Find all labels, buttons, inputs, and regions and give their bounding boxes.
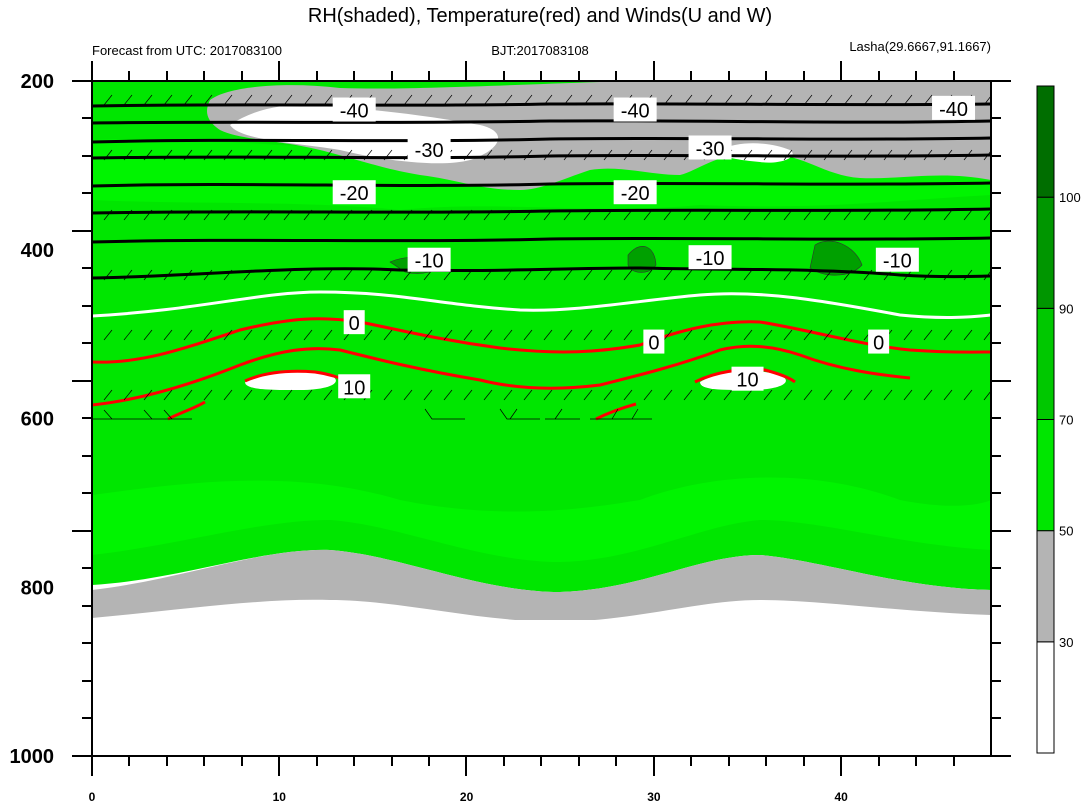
x-tick-labels: 0 10 20 30 40 <box>89 790 849 804</box>
isotherm-label-text: -40 <box>621 101 650 123</box>
isotherm-label: -20 <box>332 180 376 205</box>
axis-ticks <box>72 61 1011 776</box>
isotherm-label: -10 <box>407 247 451 273</box>
isotherm-label-text: 10 <box>736 370 758 392</box>
isotherm-label-text: 0 <box>648 333 659 355</box>
colorbar-label: 50 <box>1059 524 1073 539</box>
colorbar-box <box>1036 641 1055 754</box>
isotherm-label-text: -10 <box>883 251 912 273</box>
colorbar-box <box>1036 85 1055 198</box>
y-tick-label: 200 <box>21 71 54 93</box>
isotherm-label-box <box>731 366 764 391</box>
colorbar-box <box>1036 307 1055 421</box>
isotherm-label: -30 <box>407 137 451 162</box>
isotherm-label-box <box>343 310 365 335</box>
isotherm-label-text: -10 <box>415 251 444 273</box>
isotherm-label: 10 <box>338 374 371 399</box>
isotherm-label-text: 0 <box>873 333 884 355</box>
isotherm-label-box <box>688 245 732 270</box>
colorbar-label: 30 <box>1059 635 1073 650</box>
isotherm-label: 0 <box>868 329 890 355</box>
colorbar-box <box>1036 530 1055 643</box>
rh-dark-green-3 <box>809 240 863 276</box>
isotherm-label-text: -20 <box>621 183 650 205</box>
isotherm-label-text: -30 <box>696 139 725 161</box>
y-tick-label: 600 <box>21 409 54 431</box>
isotherm-label: 0 <box>643 329 665 355</box>
isotherm-labels: -40 -40 -40 -30 -30 -20 -20 -10 -10 -10 0 0 0 10 10 <box>332 95 976 399</box>
x-tick-label: 40 <box>834 790 848 804</box>
isotherm-label-text: -30 <box>415 140 444 162</box>
isotherm-label-box <box>407 137 451 162</box>
y-tick-label: 400 <box>21 240 54 262</box>
isotherm-label: 0 <box>343 310 365 335</box>
isotherm-label-text: 0 <box>349 313 360 335</box>
isotherm-label: -40 <box>932 95 976 121</box>
isotherm-label-box <box>688 135 732 160</box>
isotherm-label-box <box>875 247 919 272</box>
left-string: Forecast from UTC: 2017083100 <box>92 43 282 58</box>
isotherm-label: -30 <box>688 135 732 161</box>
isotherm-label-box <box>613 180 657 205</box>
isotherm-label-box <box>338 374 371 399</box>
isotherm-zero <box>92 290 991 319</box>
colorbar-box <box>1036 419 1055 532</box>
x-tick-label: 10 <box>273 790 287 804</box>
y-tick-label: 800 <box>21 577 54 599</box>
isotherm-label-text: -40 <box>939 99 968 121</box>
colorbar: 30 50 70 90 100 <box>1036 85 1081 754</box>
isotherm-label: -40 <box>332 97 376 123</box>
isotherm-label: 10 <box>731 366 764 392</box>
isotherm-label-box <box>407 247 451 272</box>
isotherm-label-text: -40 <box>340 101 369 123</box>
isotherm-label: -10 <box>688 245 732 270</box>
y-tick-label: 1000 <box>10 746 55 768</box>
right-string: Lasha(29.6667,91.1667) <box>849 39 991 54</box>
colorbar-label: 70 <box>1059 413 1073 428</box>
rh-white-patch-1 <box>245 370 336 390</box>
isotherm-label-box <box>932 95 976 120</box>
x-tick-label: 20 <box>460 790 474 804</box>
isotherm-label-box <box>643 329 665 354</box>
rh-base-green <box>92 81 991 592</box>
isotherm-label-box <box>868 329 890 354</box>
isotherm-label-text: -20 <box>340 183 369 205</box>
below-ground-area <box>92 620 991 756</box>
center-string: BJT:2017083108 <box>491 43 589 58</box>
isotherm-label: -10 <box>875 247 919 273</box>
y-tick-labels: 200 400 600 800 1000 <box>10 71 55 768</box>
isotherm-label-box <box>332 180 376 205</box>
isotherm-label: -20 <box>613 180 657 205</box>
x-tick-label: 0 <box>89 790 96 804</box>
isotherm-label-text: 10 <box>343 377 365 399</box>
chart-title: RH(shaded), Temperature(red) and Winds(U… <box>308 5 772 27</box>
rh-gray-band-upper <box>207 82 991 190</box>
colorbar-label: 90 <box>1059 301 1073 316</box>
colorbar-box <box>1036 196 1055 309</box>
isotherm-label-text: -10 <box>696 248 725 270</box>
isotherm-label-box <box>613 97 657 122</box>
plot-area <box>92 81 991 756</box>
rh-white-dry-2 <box>720 143 793 163</box>
isotherms-black <box>92 102 991 280</box>
rh-bright-green-lower <box>92 477 991 562</box>
isotherm-label-box <box>332 97 376 122</box>
isotherm-label: -40 <box>613 97 657 123</box>
colorbar-label: 100 <box>1059 190 1081 205</box>
rh-gray-band-lower <box>92 549 991 622</box>
x-tick-label: 30 <box>647 790 661 804</box>
